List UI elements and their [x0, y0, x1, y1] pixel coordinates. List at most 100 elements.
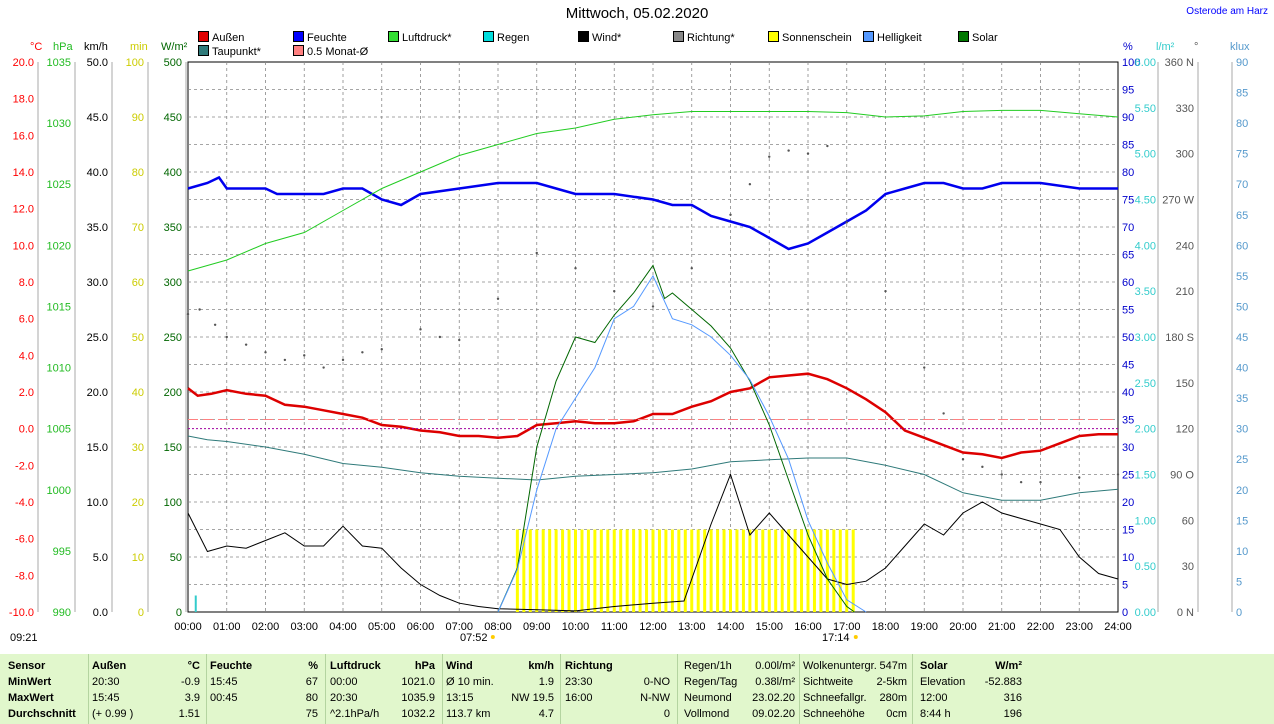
- footer-value: ^2.1hPa/h: [330, 708, 380, 720]
- sunshine-bar: [780, 529, 784, 612]
- left-axis-tick: 5.0: [93, 552, 108, 564]
- x-tick-label: 06:00: [407, 621, 435, 633]
- footer-value: Vollmond: [684, 708, 730, 720]
- x-tick-label: 15:00: [755, 621, 783, 633]
- left-axis-tick: 1010: [47, 363, 71, 375]
- footer-value: 13:15: [446, 692, 474, 704]
- footer-row-label: MinWert: [8, 676, 52, 688]
- footer-value: 20:30: [92, 676, 120, 688]
- right-axis-tick: 40: [1122, 387, 1134, 399]
- footer-unit: W/m²: [995, 660, 1022, 672]
- right-axis-tick: 5: [1236, 576, 1242, 588]
- right-axis-tick: 45: [1236, 332, 1248, 344]
- footer-value: Regen/1h: [684, 660, 732, 672]
- footer-value: 00:45: [210, 692, 238, 704]
- right-axis-tick: 330: [1176, 103, 1194, 115]
- x-tick-label: 02:00: [252, 621, 280, 633]
- x-tick-label: 12:00: [639, 621, 667, 633]
- x-tick-label: 10:00: [562, 621, 590, 633]
- left-axis-tick: -8.0: [15, 570, 34, 582]
- left-axis-tick: 0: [176, 607, 182, 619]
- left-axis-tick: 20: [132, 497, 144, 509]
- legend-swatch: [768, 31, 779, 42]
- footer-value: 0.00l/m²: [755, 660, 795, 672]
- left-axis-unit: min: [130, 41, 148, 53]
- right-axis-tick: 2.50: [1135, 378, 1156, 390]
- series-line-wind: [187, 473, 1119, 612]
- right-axis-tick: 120: [1176, 424, 1194, 436]
- station-link[interactable]: Osterode am Harz: [1186, 6, 1268, 17]
- right-axis-tick: 5.50: [1135, 103, 1156, 115]
- right-axis-tick: 15: [1122, 525, 1134, 537]
- right-axis-unit: klux: [1230, 41, 1250, 53]
- sunshine-bar: [561, 529, 565, 612]
- footer-unit: %: [308, 660, 318, 672]
- right-axis-tick: 4.50: [1135, 195, 1156, 207]
- direction-point: [729, 213, 732, 216]
- footer-value: 280m: [879, 692, 907, 704]
- footer-value: 23.02.20: [752, 692, 795, 704]
- right-axis-unit: l/m²: [1156, 41, 1175, 53]
- right-axis-tick: 20: [1122, 497, 1134, 509]
- direction-point: [213, 323, 217, 326]
- right-axis-tick: 100: [1122, 57, 1140, 69]
- right-axis-tick: 55: [1122, 305, 1134, 317]
- x-tick-label: 08:00: [484, 621, 512, 633]
- footer-value: 23:30: [565, 676, 593, 688]
- footer-divider: [677, 654, 678, 724]
- right-axis-tick: 60: [1122, 277, 1134, 289]
- series-line-solar: [497, 264, 855, 613]
- sunshine-bar: [806, 529, 810, 612]
- sunshine-bar: [645, 529, 649, 612]
- sunshine-bar: [664, 529, 668, 612]
- footer-value: 15:45: [92, 692, 120, 704]
- right-axis-tick: 30: [1182, 561, 1194, 573]
- footer-value: -0.9: [181, 676, 200, 688]
- right-axis-tick: 80: [1122, 167, 1134, 179]
- footer-row-label: MaxWert: [8, 692, 54, 704]
- x-tick-label: 07:00: [445, 621, 473, 633]
- left-axis-tick: 40: [132, 387, 144, 399]
- left-axis-tick: 300: [164, 277, 182, 289]
- left-axis-tick: 80: [132, 167, 144, 179]
- sunshine-bar: [774, 529, 778, 612]
- series-line-helligkeit: [497, 274, 867, 613]
- left-axis-tick: 12.0: [13, 204, 34, 216]
- weather-chart: 00:00 01:00 02:00 03:00 04:00 05:00 06:00 07:00…: [9, 41, 1250, 639]
- right-axis-tick: 0: [1122, 607, 1128, 619]
- footer-value: 1.51: [178, 708, 200, 720]
- left-axis-tick: 0.0: [19, 424, 34, 436]
- left-axis-tick: -2.0: [15, 460, 34, 472]
- left-axis-tick: 250: [164, 332, 182, 344]
- left-axis-tick: 0: [138, 607, 144, 619]
- footer-value: Schneehöhe: [803, 708, 865, 720]
- x-tick-label: 05:00: [368, 621, 396, 633]
- right-axis-tick: 0 N: [1177, 607, 1194, 619]
- direction-point: [186, 312, 190, 316]
- sunset-label: 17:14: [822, 632, 850, 644]
- right-axis-tick: 50: [1236, 301, 1248, 313]
- sunshine-bar: [522, 529, 526, 612]
- legend-swatch: [673, 31, 684, 42]
- sunshine-bar: [767, 529, 771, 612]
- footer-value: 75: [305, 708, 318, 720]
- sunshine-bar: [832, 529, 836, 612]
- left-axis-tick: 995: [53, 546, 71, 558]
- sunshine-bar: [541, 529, 545, 612]
- direction-point: [806, 152, 810, 155]
- right-axis-tick: 180 S: [1165, 332, 1194, 344]
- series-line-außen: [187, 372, 1118, 460]
- footer-value: Elevation: [920, 676, 966, 688]
- footer-value: 0: [663, 708, 670, 720]
- right-axis-tick: 3.50: [1135, 286, 1156, 298]
- sunshine-bar: [703, 529, 707, 612]
- sunshine-bar: [741, 529, 745, 612]
- left-axis-tick: 1025: [47, 179, 71, 191]
- left-axis-tick: 1005: [47, 424, 71, 436]
- right-axis-tick: 85: [1122, 140, 1134, 152]
- footer-value: 1035.9: [401, 692, 435, 704]
- footer-header: Luftdruck: [330, 660, 381, 672]
- right-axis-tick: 55: [1236, 271, 1248, 283]
- right-axis-tick: 0.00: [1135, 607, 1156, 619]
- sunshine-bar: [812, 529, 816, 612]
